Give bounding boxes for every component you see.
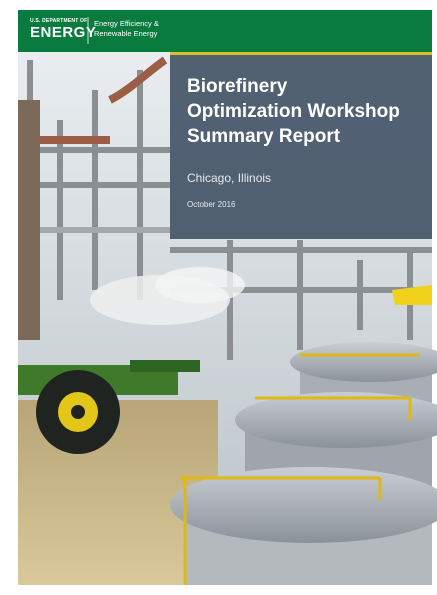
office-line: Renewable Energy	[94, 29, 157, 38]
title-line: Summary Report	[187, 124, 340, 149]
page: U.S. DEPARTMENT OF ENERGY Energy Efficie…	[0, 0, 437, 595]
title-line: Biorefinery	[187, 74, 287, 99]
office-line: Energy Efficiency &	[94, 19, 159, 28]
tower	[18, 100, 40, 340]
agency: ENERGY	[30, 24, 96, 41]
steam	[155, 267, 245, 303]
title-line: Optimization Workshop	[187, 99, 400, 124]
location: Chicago, Illinois	[187, 171, 271, 185]
title-rule	[170, 52, 432, 55]
date: October 2016	[187, 200, 235, 209]
